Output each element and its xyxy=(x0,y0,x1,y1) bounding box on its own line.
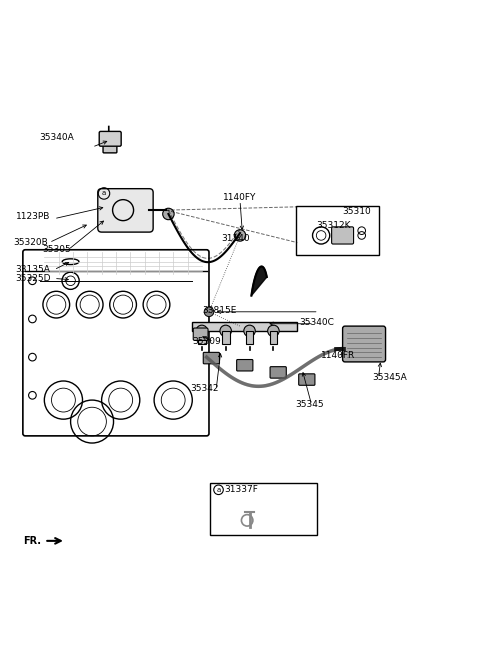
Text: 1123PB: 1123PB xyxy=(16,212,50,221)
FancyBboxPatch shape xyxy=(332,227,354,244)
Bar xyxy=(192,323,297,331)
FancyBboxPatch shape xyxy=(343,326,385,362)
Bar xyxy=(222,331,229,344)
Text: 35340C: 35340C xyxy=(300,318,335,327)
FancyBboxPatch shape xyxy=(296,206,379,256)
Text: a: a xyxy=(216,487,221,493)
FancyBboxPatch shape xyxy=(203,352,219,364)
FancyBboxPatch shape xyxy=(270,367,286,378)
Text: 33815E: 33815E xyxy=(202,306,236,315)
Circle shape xyxy=(204,307,214,317)
Text: 35345: 35345 xyxy=(295,400,324,409)
FancyBboxPatch shape xyxy=(237,359,253,371)
FancyBboxPatch shape xyxy=(210,483,317,535)
Text: 35345A: 35345A xyxy=(372,373,408,382)
Text: 33135A: 33135A xyxy=(16,265,50,275)
Bar xyxy=(270,331,277,344)
Circle shape xyxy=(196,325,207,336)
Text: 35305: 35305 xyxy=(42,245,71,254)
Text: 31337F: 31337F xyxy=(225,486,259,494)
Text: 31140: 31140 xyxy=(221,235,250,243)
FancyBboxPatch shape xyxy=(98,189,153,232)
Text: 35340A: 35340A xyxy=(39,133,74,142)
Text: a: a xyxy=(102,191,106,196)
Text: 1140FR: 1140FR xyxy=(321,351,355,360)
Circle shape xyxy=(163,208,174,219)
FancyBboxPatch shape xyxy=(99,131,121,147)
Text: 1140FY: 1140FY xyxy=(223,193,257,202)
Text: 35312K: 35312K xyxy=(316,221,351,231)
FancyBboxPatch shape xyxy=(23,250,209,436)
Text: 35342: 35342 xyxy=(190,384,218,393)
FancyBboxPatch shape xyxy=(193,328,208,340)
FancyBboxPatch shape xyxy=(103,137,117,153)
Bar xyxy=(246,331,253,344)
Text: FR.: FR. xyxy=(23,536,41,546)
Text: 35320B: 35320B xyxy=(13,238,48,247)
Circle shape xyxy=(234,230,246,241)
Text: 35309: 35309 xyxy=(192,337,221,346)
Circle shape xyxy=(244,325,255,336)
Bar xyxy=(198,331,205,344)
Text: 35325D: 35325D xyxy=(16,274,51,283)
FancyBboxPatch shape xyxy=(299,374,315,385)
Circle shape xyxy=(268,325,279,336)
Text: 35310: 35310 xyxy=(343,207,372,216)
Circle shape xyxy=(220,325,231,336)
Polygon shape xyxy=(252,267,267,296)
